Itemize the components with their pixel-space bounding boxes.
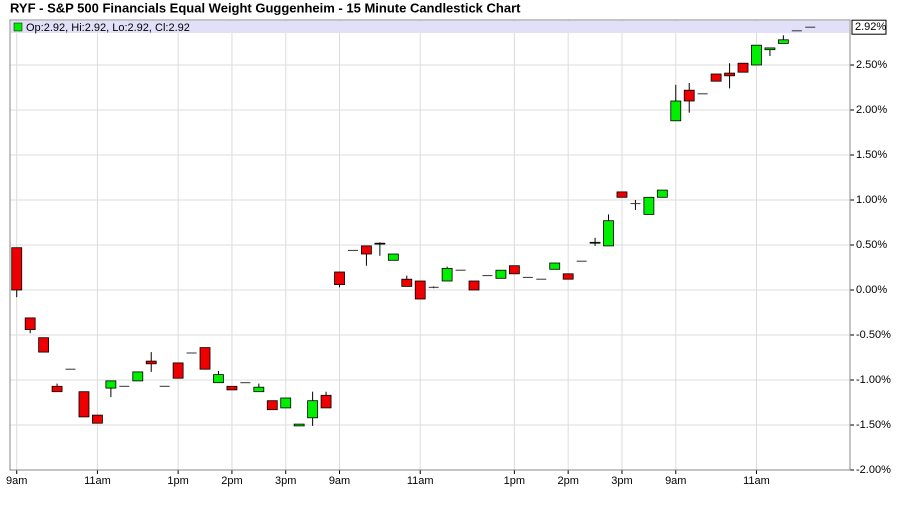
candle-body: [387, 253, 399, 261]
candle-body: [51, 385, 63, 393]
candle-body: [38, 337, 50, 353]
y-tick-label: -1.00%: [856, 374, 891, 386]
x-tick-label: 9am: [329, 475, 350, 487]
candle-body: [11, 247, 23, 291]
chart-title: RYF - S&P 500 Financials Equal Weight Gu…: [10, 0, 521, 15]
legend-swatch: [13, 22, 23, 32]
last-value-label: 2.92%: [855, 21, 886, 33]
candle-body: [737, 62, 749, 73]
y-tick-label: 2.50%: [856, 59, 887, 71]
candle-body: [656, 189, 668, 198]
plot-frame: [9, 19, 851, 471]
candle-body: [132, 371, 144, 382]
candle-body: [266, 400, 278, 411]
candle-body: [361, 245, 372, 255]
x-tick-label: 2pm: [221, 475, 242, 487]
candle-body: [589, 241, 601, 244]
candle-body: [253, 386, 265, 393]
x-tick-label: 1pm: [167, 475, 188, 487]
y-tick-label: 0.50%: [856, 239, 887, 251]
candle-body: [401, 278, 413, 287]
y-tick-label: -2.00%: [856, 464, 891, 476]
candle-body: [562, 273, 574, 280]
x-tick-label: 11am: [407, 475, 434, 487]
candle-body: [78, 391, 90, 418]
x-tick-label: 1pm: [504, 475, 525, 487]
x-tick-label: 3pm: [611, 475, 632, 487]
candle-body: [670, 100, 682, 122]
x-tick-label: 9am: [6, 475, 27, 487]
candle-body: [710, 73, 722, 82]
candle-body: [495, 269, 507, 279]
candle-body: [374, 242, 386, 245]
candle-body: [24, 317, 36, 330]
candle-body: [92, 414, 103, 424]
candle-body: [307, 400, 319, 419]
y-tick-label: -1.50%: [856, 419, 891, 431]
candle-body: [508, 265, 520, 275]
candle-body: [213, 374, 224, 384]
candle-body: [643, 196, 655, 215]
x-tick-label: 9am: [665, 475, 686, 487]
candle-body: [172, 362, 184, 379]
candle-body: [145, 360, 157, 365]
y-tick-label: 0.00%: [856, 284, 887, 296]
y-tick-label: -0.50%: [856, 329, 891, 341]
legend-bar: [11, 21, 849, 33]
candle-body: [549, 262, 561, 270]
candle-body: [226, 385, 238, 391]
candle-body: [199, 347, 211, 370]
y-tick-label: 2.00%: [856, 104, 887, 116]
last-value-box: [851, 19, 887, 35]
candle-body: [777, 39, 789, 44]
candle-body: [724, 72, 735, 77]
candle-body: [603, 220, 614, 247]
candle-body: [751, 44, 762, 66]
y-tick-label: 1.00%: [856, 194, 887, 206]
legend-text: Op:2.92, Hi:2.92, Lo:2.92, Cl:2.92: [26, 22, 190, 34]
candle-body: [280, 397, 292, 409]
candle-body: [334, 271, 345, 286]
candle-body: [441, 267, 453, 282]
candle-body: [320, 394, 332, 409]
x-tick-label: 3pm: [275, 475, 296, 487]
x-tick-label: 2pm: [557, 475, 578, 487]
candle-body: [293, 423, 305, 427]
y-tick-label: 1.50%: [856, 149, 887, 161]
candle-body: [414, 280, 426, 300]
candle-body: [764, 47, 776, 51]
candle-body: [105, 380, 117, 389]
candle-body: [683, 89, 695, 102]
x-tick-label: 11am: [84, 475, 111, 487]
candle-body: [468, 280, 480, 291]
candle-body: [616, 191, 628, 198]
x-tick-label: 11am: [743, 475, 770, 487]
